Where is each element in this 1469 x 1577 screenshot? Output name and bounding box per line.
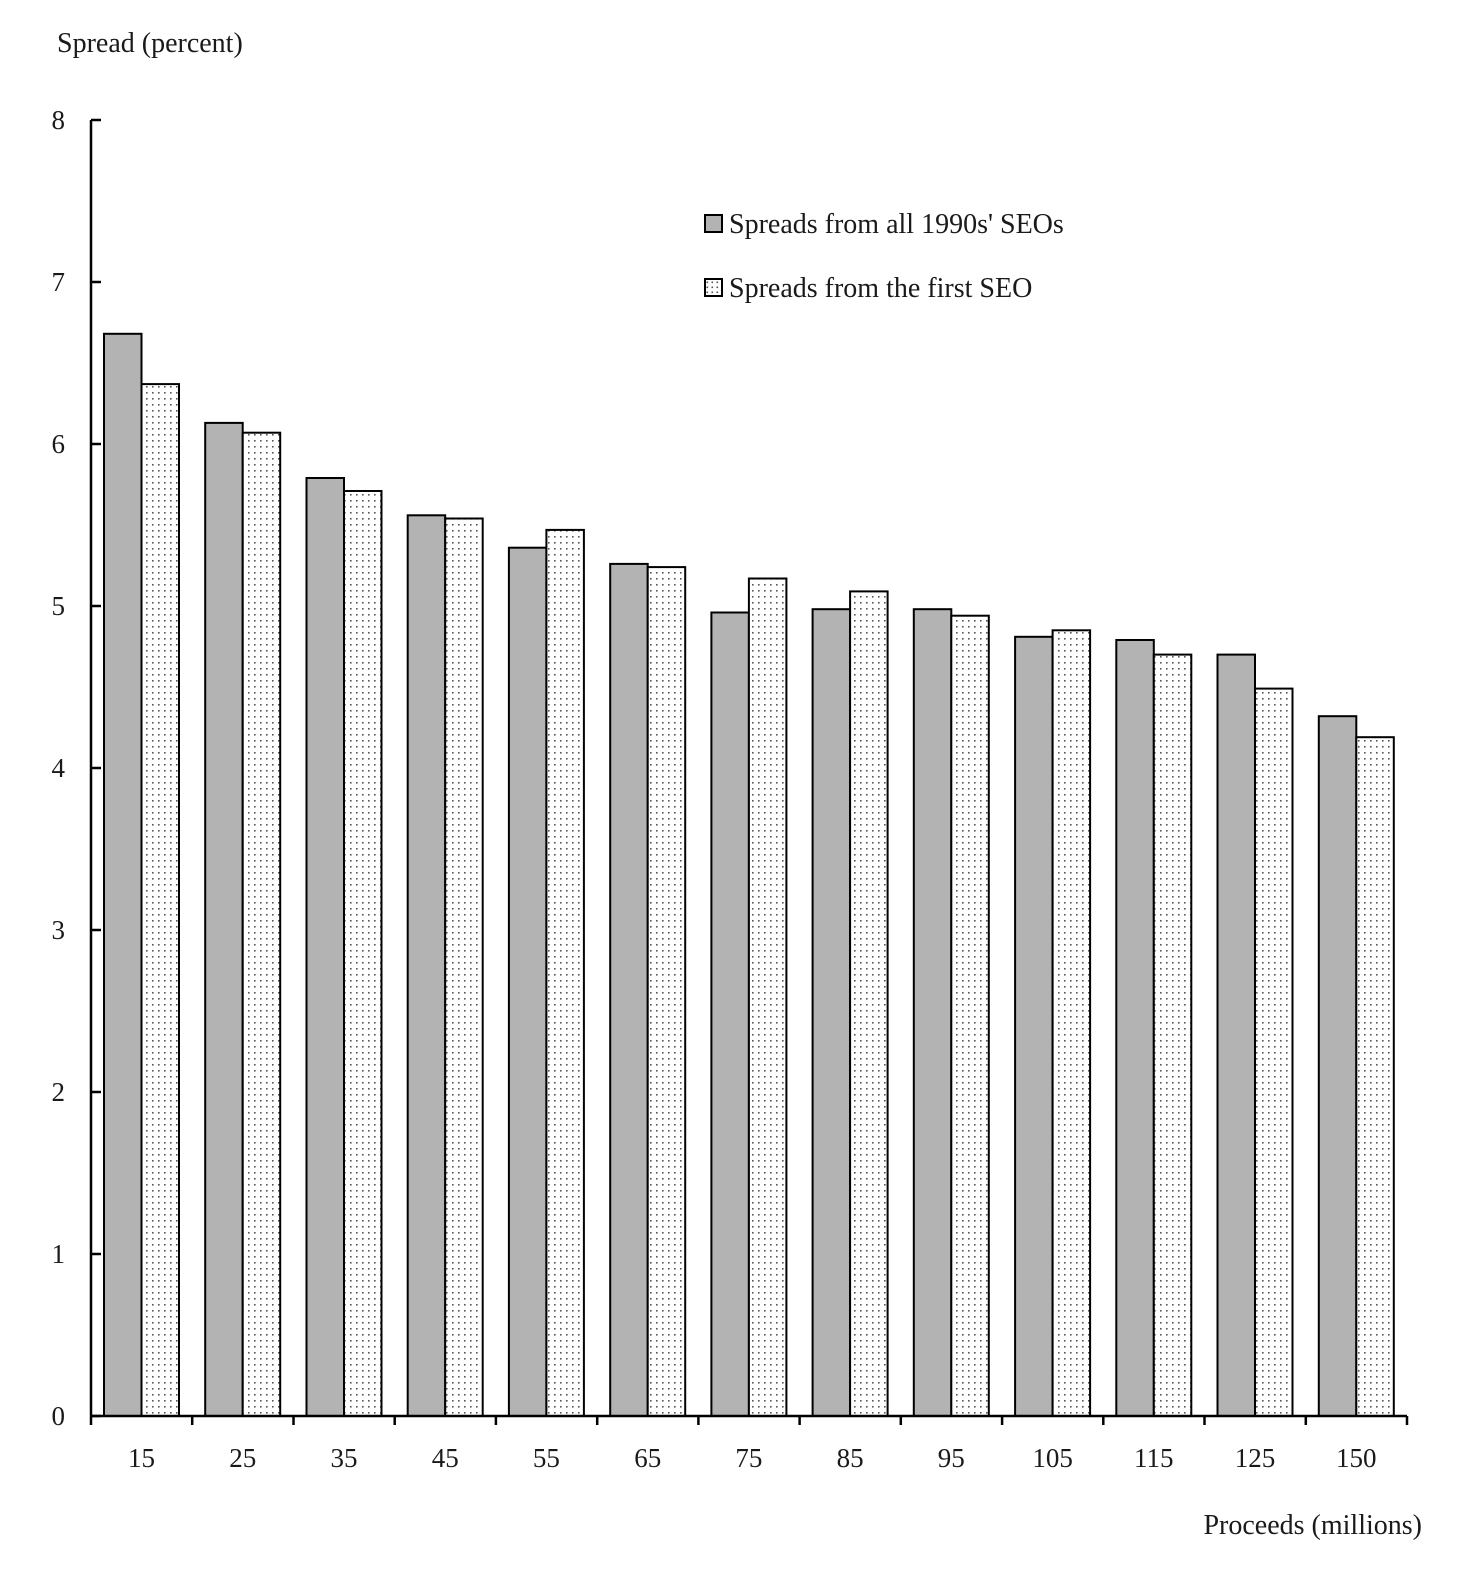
bar-all-seos-25 — [204, 421, 244, 1417]
bar-all-seos-85 — [811, 608, 852, 1417]
bar-all-seos-95 — [912, 608, 953, 1417]
bar-first-seo-25 — [241, 431, 282, 1417]
x-tick-label: 65 — [634, 1443, 661, 1473]
bar-first-seo-115 — [1152, 653, 1193, 1417]
bar-first-seo-150 — [1355, 736, 1395, 1417]
x-axis-label: Proceeds (millions) — [1203, 1510, 1422, 1541]
bar-all-seos-15 — [103, 332, 143, 1417]
x-tick-label: 95 — [938, 1443, 965, 1473]
bar-first-seo-85 — [849, 590, 889, 1417]
x-tick-label: 115 — [1134, 1443, 1174, 1473]
y-tick-label: 7 — [52, 267, 66, 297]
bar-first-seo-35 — [343, 490, 383, 1417]
legend-swatch-first-seo — [704, 278, 723, 297]
x-tick-label: 25 — [229, 1443, 256, 1473]
bar-first-seo-95 — [950, 614, 990, 1417]
bar-all-seos-105 — [1014, 635, 1054, 1417]
bar-all-seos-75 — [710, 611, 750, 1417]
y-tick-label: 8 — [52, 105, 66, 135]
y-tick-label: 6 — [52, 429, 66, 459]
y-tick-label: 5 — [52, 591, 66, 621]
bar-first-seo-105 — [1051, 629, 1092, 1417]
x-tick-label: 75 — [735, 1443, 762, 1473]
bar-all-seos-55 — [507, 546, 548, 1417]
x-tick-label: 35 — [331, 1443, 358, 1473]
y-tick-label: 0 — [52, 1401, 66, 1431]
x-tick-label: 85 — [837, 1443, 864, 1473]
x-tick-label: 45 — [432, 1443, 459, 1473]
x-tick-label: 150 — [1336, 1443, 1377, 1473]
x-tick-label: 15 — [128, 1443, 155, 1473]
x-tick-label: 105 — [1032, 1443, 1073, 1473]
bar-all-seos-65 — [609, 562, 649, 1417]
bar-first-seo-45 — [444, 517, 484, 1417]
bar-all-seos-125 — [1216, 653, 1256, 1417]
legend: Spreads from all 1990s' SEOs Spreads from… — [704, 209, 1064, 304]
bar-first-seo-125 — [1254, 687, 1294, 1417]
x-tick-label: 125 — [1235, 1443, 1276, 1473]
legend-label-first-seo: Spreads from the first SEO — [729, 273, 1032, 304]
bar-first-seo-65 — [646, 566, 687, 1417]
bar-all-seos-150 — [1317, 715, 1358, 1417]
y-tick-label: 2 — [52, 1077, 66, 1107]
bar-all-seos-35 — [305, 477, 345, 1417]
bar-all-seos-45 — [406, 514, 447, 1417]
legend-swatch-all-seos — [704, 214, 723, 233]
y-tick-label: 1 — [52, 1239, 66, 1269]
bar-all-seos-115 — [1115, 639, 1155, 1417]
y-tick-label: 3 — [52, 915, 66, 945]
bar-first-seo-75 — [747, 577, 788, 1417]
x-tick-label: 55 — [533, 1443, 560, 1473]
legend-label-all-seos: Spreads from all 1990s' SEOs — [729, 209, 1064, 240]
y-tick-label: 4 — [52, 753, 66, 783]
bar-first-seo-55 — [545, 528, 585, 1417]
y-axis-label: Spread (percent) — [57, 28, 243, 59]
bar-first-seo-15 — [140, 383, 180, 1418]
